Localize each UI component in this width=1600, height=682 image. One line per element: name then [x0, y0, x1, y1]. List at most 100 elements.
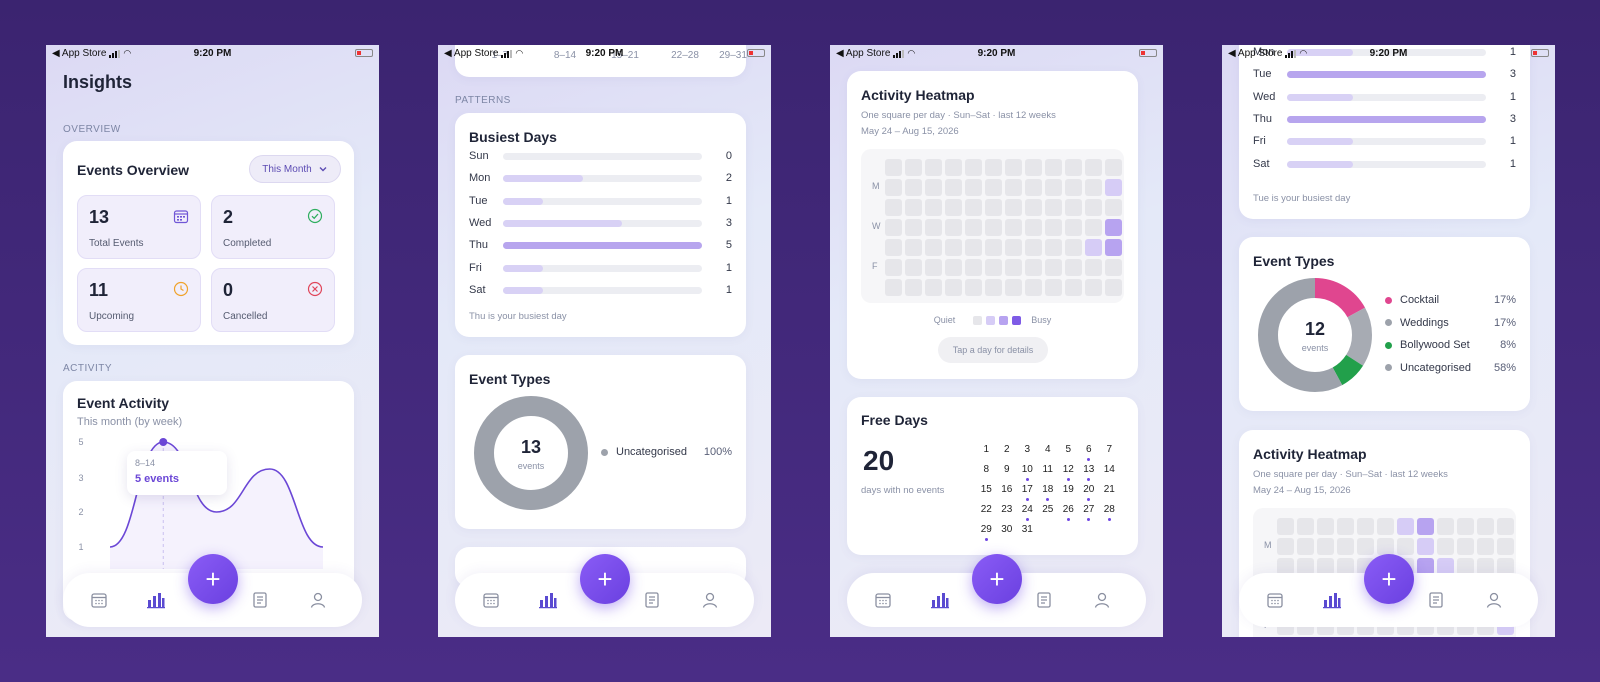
heatmap-day-cell[interactable] [1025, 279, 1042, 296]
insights-tab-icon[interactable] [537, 589, 559, 611]
calendar-day[interactable]: 24 [1017, 503, 1038, 523]
calendar-day[interactable]: 13 [1079, 463, 1100, 483]
period-dropdown[interactable]: This Month [249, 155, 341, 183]
back-to-app-store[interactable]: ◀ App Store [52, 48, 107, 59]
heatmap-day-cell[interactable] [1317, 518, 1334, 535]
heatmap-day-cell[interactable] [945, 199, 962, 216]
insights-tab-icon[interactable] [145, 589, 167, 611]
heatmap-day-cell[interactable] [885, 219, 902, 236]
notes-tab-icon[interactable] [1033, 589, 1055, 611]
heatmap-day-cell[interactable] [1377, 518, 1394, 535]
heatmap-day-cell[interactable] [885, 199, 902, 216]
calendar-day[interactable]: 12 [1058, 463, 1079, 483]
calendar-day[interactable]: 7 [1106, 444, 1113, 455]
heatmap-day-cell[interactable] [945, 279, 962, 296]
heatmap-day-cell[interactable] [1025, 159, 1042, 176]
calendar-day[interactable]: 21 [1103, 484, 1115, 495]
heatmap-day-cell[interactable] [1105, 159, 1122, 176]
heatmap-day-cell[interactable] [905, 179, 922, 196]
back-to-app-store[interactable]: ◀ App Store [444, 48, 499, 59]
heatmap-day-cell[interactable] [1497, 518, 1514, 535]
calendar-day[interactable]: 28 [1099, 503, 1120, 523]
profile-tab-icon[interactable] [1483, 589, 1505, 611]
heatmap-day-cell[interactable] [1005, 179, 1022, 196]
heatmap-day-cell[interactable] [945, 259, 962, 276]
donut-slice[interactable] [1258, 278, 1372, 392]
heatmap-day-cell[interactable] [1377, 538, 1394, 555]
heatmap-day-cell[interactable] [1497, 558, 1514, 575]
heatmap-day-cell[interactable] [1045, 199, 1062, 216]
heatmap-day-cell[interactable] [885, 259, 902, 276]
heatmap-day-cell[interactable] [1417, 538, 1434, 555]
heatmap-day-cell[interactable] [1437, 518, 1454, 535]
data-point-highlight[interactable] [159, 438, 168, 446]
heatmap-day-cell[interactable] [1045, 259, 1062, 276]
heatmap-day-cell[interactable] [1105, 279, 1122, 296]
heatmap-day-cell[interactable] [1457, 538, 1474, 555]
heatmap-day-cell[interactable] [1045, 279, 1062, 296]
heatmap-day-cell[interactable] [1277, 558, 1294, 575]
heatmap-day-cell[interactable] [1417, 518, 1434, 535]
calendar-day[interactable]: 9 [1003, 464, 1010, 475]
calendar-day[interactable]: 30 [1001, 524, 1013, 535]
insights-tab-icon[interactable] [1321, 589, 1343, 611]
heatmap-day-cell[interactable] [1005, 279, 1022, 296]
heatmap-day-cell[interactable] [1065, 179, 1082, 196]
heatmap-grid[interactable] [885, 159, 1122, 296]
heatmap-day-cell[interactable] [1337, 558, 1354, 575]
heatmap-day-cell[interactable] [1397, 518, 1414, 535]
calendar-day[interactable]: 25 [1042, 504, 1054, 515]
add-event-button[interactable]: + [1364, 554, 1414, 604]
heatmap-day-cell[interactable] [1005, 259, 1022, 276]
calendar-day[interactable]: 19 [1062, 484, 1074, 495]
heatmap-day-cell[interactable] [985, 199, 1002, 216]
calendar-day[interactable]: 31 [1021, 524, 1033, 535]
heatmap-day-cell[interactable] [1337, 518, 1354, 535]
calendar-day[interactable]: 15 [980, 484, 992, 495]
heatmap-day-cell[interactable] [1317, 558, 1334, 575]
heatmap-day-cell[interactable] [1105, 199, 1122, 216]
calendar-day[interactable]: 10 [1017, 463, 1038, 483]
add-event-button[interactable]: + [188, 554, 238, 604]
heatmap-day-cell[interactable] [1297, 558, 1314, 575]
heatmap-day-cell[interactable] [1457, 518, 1474, 535]
heatmap-day-cell[interactable] [965, 279, 982, 296]
heatmap-day-cell[interactable] [985, 259, 1002, 276]
heatmap-day-cell[interactable] [1085, 279, 1102, 296]
heatmap-day-cell[interactable] [905, 159, 922, 176]
notes-tab-icon[interactable] [249, 589, 271, 611]
heatmap-day-cell[interactable] [1005, 219, 1022, 236]
heatmap-day-cell[interactable] [905, 219, 922, 236]
heatmap-day-cell[interactable] [925, 219, 942, 236]
heatmap-day-cell[interactable] [1065, 239, 1082, 256]
heatmap-day-cell[interactable] [965, 179, 982, 196]
heatmap-day-cell[interactable] [945, 159, 962, 176]
heatmap-day-cell[interactable] [1105, 179, 1122, 196]
heatmap-day-cell[interactable] [965, 159, 982, 176]
heatmap-day-cell[interactable] [1045, 219, 1062, 236]
heatmap-day-cell[interactable] [925, 279, 942, 296]
stat-cancelled[interactable]: 0 Cancelled [211, 268, 335, 332]
stat-total-events[interactable]: 13 Total Events [77, 195, 201, 259]
heatmap-day-cell[interactable] [925, 179, 942, 196]
heatmap-day-cell[interactable] [1105, 259, 1122, 276]
month-calendar[interactable]: 1 2 3 4 5 6 7 8 9 10 11 12 13 14 15 16 17 18 19 20 21 22 23 24 2… [976, 443, 1120, 543]
heatmap-day-cell[interactable] [905, 239, 922, 256]
calendar-day[interactable]: 3 [1024, 444, 1031, 455]
calendar-tab-icon[interactable] [872, 589, 894, 611]
heatmap-day-cell[interactable] [885, 279, 902, 296]
calendar-day[interactable]: 27 [1079, 503, 1100, 523]
calendar-day[interactable]: 6 [1079, 443, 1100, 463]
heatmap-day-cell[interactable] [905, 199, 922, 216]
heatmap-day-cell[interactable] [1025, 219, 1042, 236]
heatmap-day-cell[interactable] [885, 179, 902, 196]
back-to-app-store[interactable]: ◀ App Store [1228, 48, 1283, 59]
heatmap-day-cell[interactable] [985, 279, 1002, 296]
notes-tab-icon[interactable] [641, 589, 663, 611]
heatmap-day-cell[interactable] [1457, 558, 1474, 575]
heatmap-day-cell[interactable] [965, 259, 982, 276]
calendar-day[interactable]: 16 [1001, 484, 1013, 495]
stat-completed[interactable]: 2 Completed [211, 195, 335, 259]
heatmap-day-cell[interactable] [1297, 518, 1314, 535]
heatmap-day-cell[interactable] [1005, 239, 1022, 256]
